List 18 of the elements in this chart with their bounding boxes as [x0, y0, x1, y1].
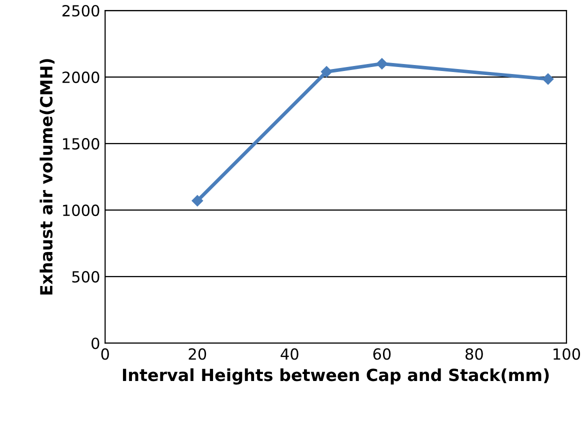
- point: [192, 195, 203, 206]
- y-tick-label: 2000: [62, 72, 100, 84]
- y-tick-label: 500: [72, 271, 100, 283]
- x-tick-label: 80: [466, 348, 483, 360]
- y-tick-label: 2500: [62, 4, 100, 17]
- x-tick-label: 40: [280, 348, 298, 360]
- x-tick-label: 100: [554, 348, 580, 360]
- y-tick-label: 1500: [63, 138, 100, 150]
- x-tick-label: 20: [188, 348, 206, 360]
- x-axis-title: Interval Heights between Cap and Stack(mm): [122, 368, 549, 385]
- point: [376, 58, 388, 70]
- point: [542, 73, 554, 85]
- y-tick-label: 1000: [63, 204, 100, 216]
- point: [320, 66, 332, 78]
- y-tick-label: 0: [92, 338, 100, 350]
- x-tick-label: 0: [101, 348, 109, 360]
- y-axis-title: Exhaust air volume(CMH): [40, 59, 55, 294]
- x-tick-label: 60: [373, 348, 391, 360]
